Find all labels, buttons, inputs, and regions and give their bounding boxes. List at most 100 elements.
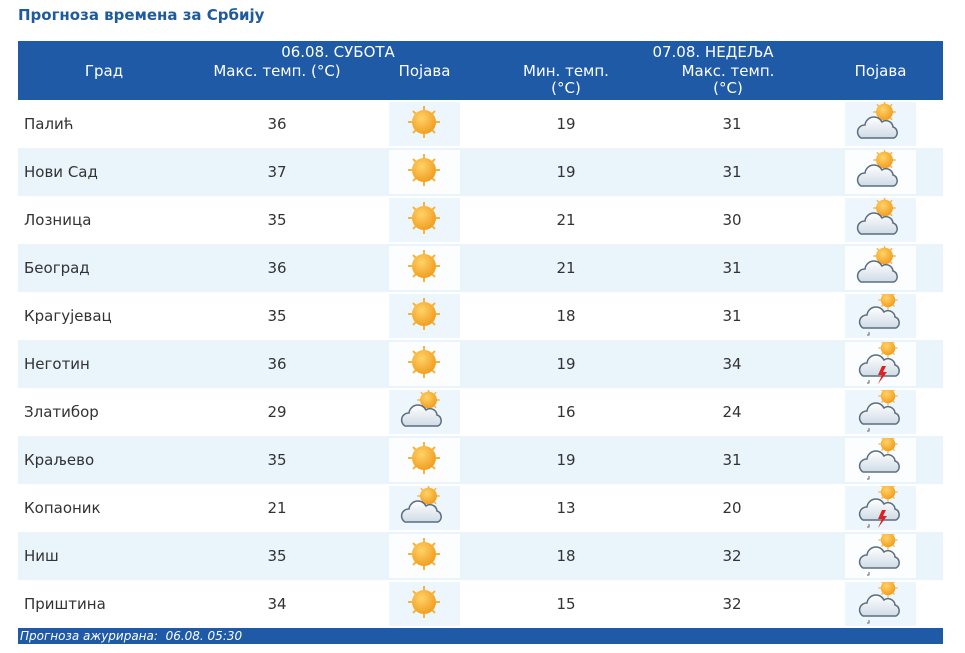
icon-box — [389, 534, 460, 578]
column-header: Појава — [854, 62, 907, 80]
column-header: Град — [84, 62, 124, 80]
icon-box — [845, 150, 916, 194]
max-temp: 31 — [722, 115, 742, 133]
column-header: Макс. темп. (°C) — [213, 62, 341, 80]
min-temp: 19 — [556, 355, 576, 373]
footer-label: Прогноза ажурирана: — [20, 629, 158, 643]
city: Неготин — [24, 355, 90, 373]
footer-time: 06.08. 05:30 — [165, 629, 243, 643]
icon-box — [845, 582, 916, 626]
max-temp: 35 — [267, 547, 287, 565]
max-temp: 36 — [267, 115, 287, 133]
icon-box — [389, 486, 460, 530]
icon-box — [845, 486, 916, 530]
city: Златибор — [24, 403, 99, 421]
weather-icon — [407, 105, 441, 139]
weather-icon — [407, 537, 441, 571]
city: Ниш — [24, 547, 59, 565]
max-temp: 31 — [722, 259, 742, 277]
column-header: Мин. темп. (°C) — [523, 62, 609, 97]
min-temp: 13 — [556, 499, 576, 517]
max-temp: 21 — [267, 499, 287, 517]
icon-box — [389, 102, 460, 146]
city: Копаоник — [24, 499, 101, 517]
icon-box — [845, 246, 916, 290]
weather-icon — [858, 390, 900, 432]
max-temp: 34 — [722, 355, 742, 373]
table-row: Нови Сад 37 19 31 — [18, 148, 943, 196]
icon-box — [845, 294, 916, 338]
weather-icon — [858, 438, 900, 480]
max-temp: 20 — [722, 499, 742, 517]
icon-box — [845, 342, 916, 386]
weather-icon — [407, 249, 441, 283]
page-title: Прогноза времена за Србију — [18, 6, 265, 24]
max-temp: 31 — [722, 163, 742, 181]
max-temp: 37 — [267, 163, 287, 181]
weather-icon — [858, 294, 900, 336]
icon-box — [389, 294, 460, 338]
city: Нови Сад — [24, 163, 98, 181]
min-temp: 21 — [556, 211, 576, 229]
max-temp: 35 — [267, 307, 287, 325]
table-row: Лозница 35 21 30 — [18, 196, 943, 244]
icon-box — [845, 198, 916, 242]
table-row: Неготин 36 19 34 — [18, 340, 943, 388]
max-temp: 30 — [722, 211, 742, 229]
icon-box — [389, 438, 460, 482]
column-header: Појава — [398, 62, 451, 80]
weather-icon — [400, 390, 442, 427]
column-header: Макс. темп. (°C) — [681, 62, 775, 97]
weather-icon — [407, 201, 441, 235]
table-header: 06.08. СУБОТА 07.08. НЕДЕЉА Град Макс. темп… — [18, 41, 943, 100]
weather-icon — [856, 246, 898, 283]
weather-icon — [858, 582, 900, 624]
max-temp: 29 — [267, 403, 287, 421]
min-temp: 19 — [556, 115, 576, 133]
min-temp: 18 — [556, 547, 576, 565]
weather-icon — [858, 534, 900, 576]
icon-box — [389, 390, 460, 434]
icon-box — [845, 534, 916, 578]
city: Палић — [24, 115, 74, 133]
city: Приштина — [24, 595, 106, 613]
icon-box — [389, 246, 460, 290]
min-temp: 19 — [556, 163, 576, 181]
icon-box — [389, 342, 460, 386]
table-row: Београд 36 21 31 — [18, 244, 943, 292]
max-temp: 31 — [722, 307, 742, 325]
table-row: Палић 36 19 31 — [18, 100, 943, 148]
weather-icon — [407, 585, 441, 619]
icon-box — [389, 150, 460, 194]
day-label: 06.08. СУБОТА — [281, 43, 395, 61]
icon-box — [845, 438, 916, 482]
max-temp: 36 — [267, 259, 287, 277]
weather-icon — [856, 102, 898, 139]
icon-box — [389, 582, 460, 626]
table-row: Приштина 34 15 32 — [18, 580, 943, 628]
min-temp: 15 — [556, 595, 576, 613]
weather-icon — [400, 486, 442, 523]
min-temp: 19 — [556, 451, 576, 469]
weather-icon — [856, 198, 898, 235]
city: Краљево — [24, 451, 95, 469]
max-temp: 35 — [267, 211, 287, 229]
weather-icon — [407, 153, 441, 187]
max-temp: 32 — [722, 547, 742, 565]
city: Лозница — [24, 211, 92, 229]
min-temp: 18 — [556, 307, 576, 325]
weather-icon — [407, 345, 441, 379]
icon-box — [845, 390, 916, 434]
icon-box — [845, 102, 916, 146]
min-temp: 21 — [556, 259, 576, 277]
table-row: Копаоник 21 13 20 — [18, 484, 943, 532]
weather-icon — [858, 486, 900, 528]
min-temp: 16 — [556, 403, 576, 421]
weather-icon — [407, 297, 441, 331]
city: Крагујевац — [24, 307, 112, 325]
table-row: Крагујевац 35 18 31 — [18, 292, 943, 340]
day-label: 07.08. НЕДЕЉА — [652, 43, 774, 61]
max-temp: 35 — [267, 451, 287, 469]
footer: Прогноза ажурирана: 06.08. 05:30 — [18, 628, 943, 644]
